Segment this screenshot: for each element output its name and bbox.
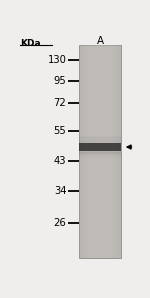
Bar (91, 45, 109, 258)
Text: KDa: KDa (20, 39, 40, 48)
Bar (79, 157, 121, 158)
Text: 34: 34 (54, 186, 66, 196)
Text: 130: 130 (48, 55, 66, 65)
Bar (90, 45, 111, 258)
Bar (79, 135, 121, 136)
Bar (79, 151, 121, 153)
Bar (83, 45, 118, 258)
Bar (79, 143, 121, 151)
Text: 43: 43 (54, 156, 66, 166)
Bar (79, 137, 121, 139)
Text: 72: 72 (54, 98, 66, 108)
Bar (79, 136, 121, 138)
Text: 26: 26 (54, 218, 66, 228)
Bar (98, 45, 102, 258)
Bar (86, 45, 114, 258)
Text: A: A (97, 36, 104, 46)
Bar (79, 140, 121, 142)
Bar (95, 45, 105, 258)
Bar (79, 45, 121, 258)
Bar (88, 45, 112, 258)
Bar (79, 139, 121, 140)
Bar (97, 45, 104, 258)
Text: 95: 95 (54, 75, 66, 86)
Bar (79, 142, 121, 143)
Bar (79, 152, 121, 154)
Bar (84, 45, 116, 258)
Bar (79, 153, 121, 155)
Bar (79, 155, 121, 156)
Text: 55: 55 (54, 126, 66, 136)
Bar (79, 156, 121, 157)
Bar (81, 45, 119, 258)
Bar (93, 45, 107, 258)
Bar (79, 45, 121, 258)
